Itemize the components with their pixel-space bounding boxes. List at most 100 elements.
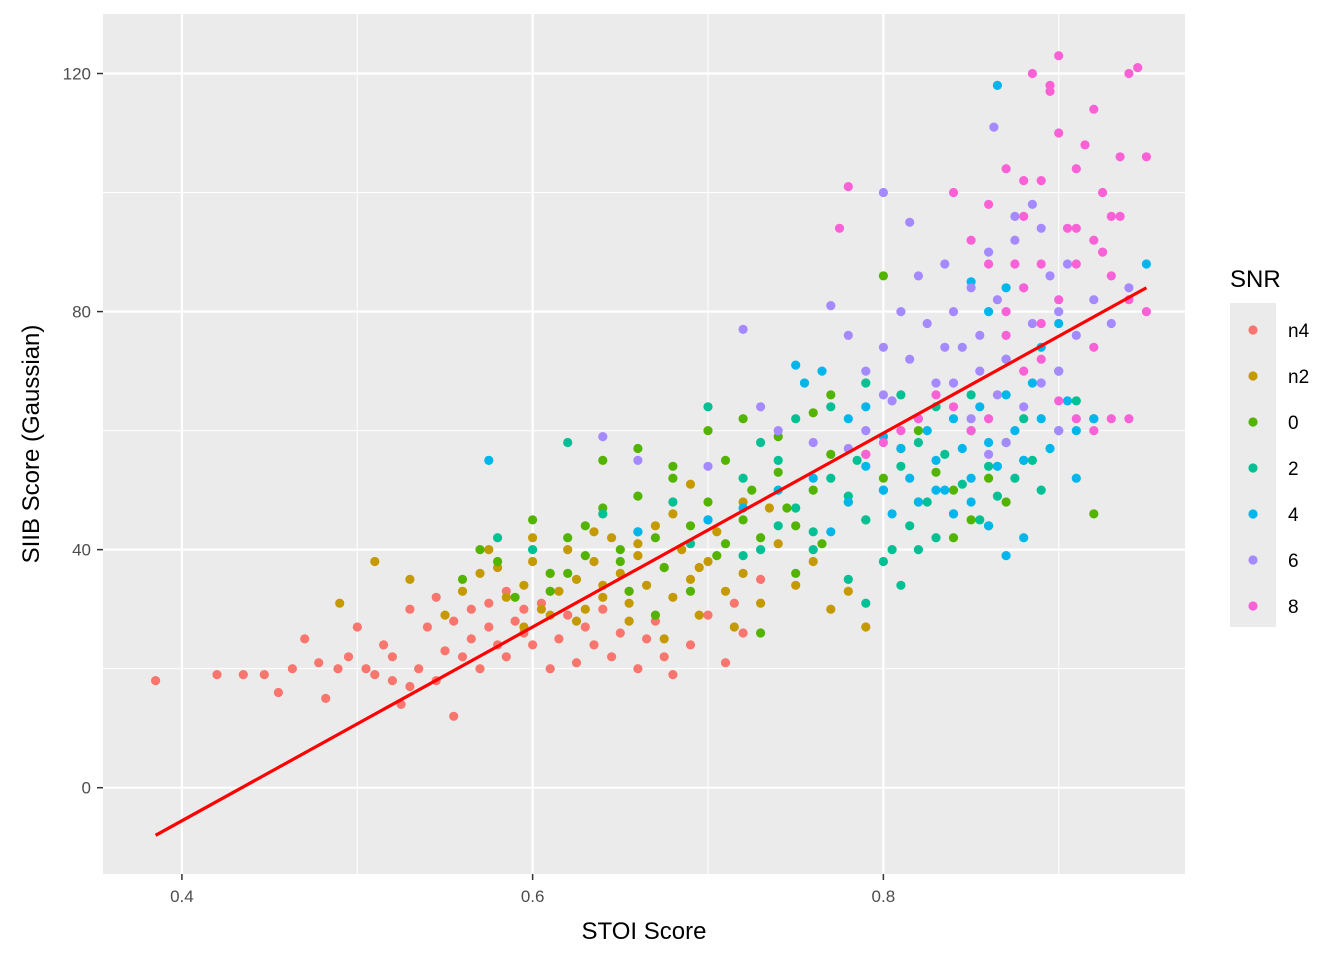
data-point-snr-n2: [607, 533, 617, 543]
data-point-snr-n4: [379, 640, 389, 650]
data-point-snr-n4: [440, 646, 450, 656]
data-point-snr-0: [826, 390, 836, 400]
data-point-snr-6: [1045, 271, 1055, 281]
data-point-snr-8: [1054, 396, 1064, 406]
data-point-snr-8: [1001, 164, 1011, 174]
data-point-snr-n4: [457, 652, 468, 662]
data-point-snr-n2: [528, 556, 538, 567]
data-point-snr-0: [545, 586, 555, 596]
x-tick-label: 0.4: [170, 887, 194, 906]
legend-key-snr-2: [1248, 463, 1258, 473]
data-point-snr-6: [1001, 354, 1011, 364]
data-point-snr-2: [931, 533, 941, 543]
data-point-snr-4: [984, 307, 994, 317]
data-point-snr-0: [756, 533, 766, 543]
data-point-snr-6: [843, 330, 853, 340]
data-point-snr-0: [650, 610, 661, 620]
data-point-snr-2: [738, 473, 748, 483]
data-point-snr-6: [861, 426, 871, 436]
data-point-snr-6: [1106, 318, 1116, 329]
data-point-snr-8: [1106, 271, 1116, 281]
data-point-snr-4: [791, 360, 801, 370]
legend-label-snr-n4: n4: [1288, 321, 1310, 342]
data-point-snr-6: [878, 187, 889, 198]
data-point-snr-8: [1133, 63, 1143, 73]
data-point-snr-6: [756, 402, 766, 412]
data-point-snr-2: [528, 545, 538, 555]
data-point-snr-2: [843, 574, 853, 585]
data-point-snr-n2: [712, 527, 722, 537]
data-point-snr-2: [922, 497, 932, 507]
data-point-snr-6: [957, 342, 967, 352]
data-point-snr-n2: [633, 551, 643, 561]
data-point-snr-n4: [720, 658, 731, 668]
data-point-snr-8: [1036, 259, 1046, 269]
data-point-snr-6: [966, 283, 976, 293]
data-point-snr-6: [1124, 283, 1134, 293]
data-point-snr-n4: [466, 634, 476, 644]
data-point-snr-8: [896, 426, 906, 436]
data-point-snr-n4: [685, 640, 696, 650]
data-point-snr-6: [1054, 307, 1064, 317]
data-point-snr-n4: [563, 610, 573, 620]
data-point-snr-8: [966, 235, 976, 245]
data-point-snr-n2: [519, 580, 529, 590]
data-point-snr-n2: [756, 598, 766, 608]
data-point-snr-8: [1115, 152, 1125, 162]
data-point-snr-n2: [405, 574, 415, 585]
data-point-snr-8: [1098, 247, 1108, 257]
data-point-snr-n4: [387, 676, 397, 686]
data-point-snr-6: [1010, 211, 1020, 221]
data-point-snr-n2: [554, 586, 564, 596]
data-point-snr-0: [756, 628, 766, 638]
data-point-snr-4: [799, 378, 810, 388]
data-point-snr-n4: [343, 652, 354, 662]
data-point-snr-4: [1071, 473, 1081, 483]
data-point-snr-8: [1019, 176, 1029, 186]
data-point-snr-6: [1027, 199, 1037, 209]
data-point-snr-2: [756, 437, 766, 448]
data-point-snr-4: [633, 527, 643, 537]
data-point-snr-6: [992, 390, 1003, 400]
data-point-snr-n4: [287, 664, 297, 674]
data-point-snr-0: [984, 473, 994, 483]
data-point-snr-8: [966, 426, 976, 436]
y-tick-label: 80: [72, 303, 91, 322]
data-point-snr-n2: [580, 604, 590, 614]
data-point-snr-n2: [571, 616, 582, 626]
data-point-snr-6: [878, 342, 889, 352]
data-point-snr-6: [905, 217, 915, 227]
data-point-snr-n4: [422, 622, 432, 632]
data-point-snr-n2: [685, 574, 696, 585]
data-point-snr-n4: [756, 574, 766, 585]
data-point-snr-n2: [685, 479, 696, 489]
data-point-snr-2: [905, 521, 915, 531]
data-point-snr-8: [1062, 223, 1073, 233]
data-point-snr-n4: [259, 670, 269, 680]
data-point-snr-n4: [238, 670, 248, 680]
data-point-snr-4: [1027, 378, 1037, 388]
data-point-snr-6: [940, 342, 950, 352]
data-point-snr-n2: [773, 539, 783, 549]
data-point-snr-8: [1124, 414, 1134, 424]
data-point-snr-n2: [440, 610, 450, 620]
data-point-snr-6: [984, 247, 994, 257]
data-point-snr-n4: [659, 652, 669, 662]
data-point-snr-n2: [475, 568, 485, 579]
data-point-snr-8: [1054, 51, 1064, 61]
data-point-snr-4: [984, 437, 994, 448]
data-point-snr-n4: [528, 640, 538, 650]
data-point-snr-6: [992, 295, 1003, 305]
data-point-snr-4: [1010, 426, 1020, 436]
data-point-snr-8: [1106, 414, 1116, 424]
legend-key-snr-0: [1248, 417, 1258, 427]
data-point-snr-6: [913, 271, 924, 281]
data-point-snr-0: [808, 408, 818, 418]
y-axis-title: SIIB Score (Gaussian): [18, 325, 45, 564]
data-point-snr-0: [738, 414, 748, 424]
data-point-snr-6: [808, 437, 818, 448]
data-point-snr-n2: [589, 527, 599, 537]
data-point-snr-n2: [738, 568, 748, 579]
data-point-snr-2: [703, 402, 713, 412]
data-point-snr-n2: [668, 592, 678, 602]
